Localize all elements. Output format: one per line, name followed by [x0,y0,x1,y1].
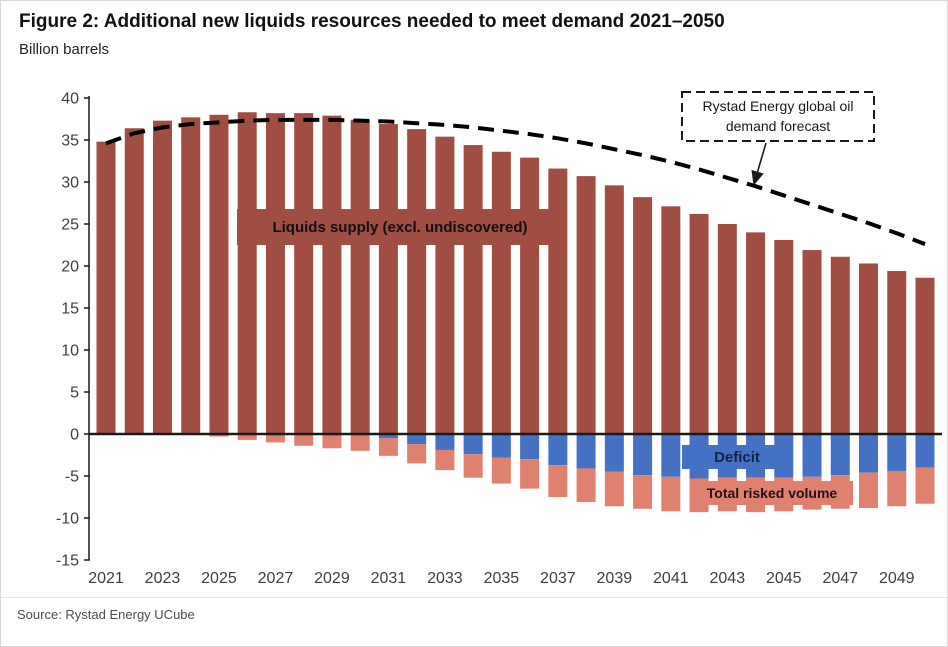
annotation-box [681,91,875,186]
source-text: Source: Rystad Energy UCube [17,607,195,622]
svg-text:0: 0 [70,427,79,444]
svg-text:2035: 2035 [484,570,520,587]
x-axis-labels: 2021 2023 2025 2027 2029 2031 2033 2035 2037 2039… [88,570,914,587]
svg-text:10: 10 [61,343,79,360]
deficit-label: Deficit [682,445,792,469]
svg-text:40: 40 [61,91,79,108]
svg-text:30: 30 [61,175,79,192]
svg-text:2033: 2033 [427,570,463,587]
supply-label: Liquids supply (excl. undiscovered) [237,209,563,245]
svg-text:15: 15 [61,301,79,318]
svg-text:-10: -10 [56,511,79,528]
svg-text:2041: 2041 [653,570,689,587]
svg-text:2027: 2027 [258,570,294,587]
svg-text:2049: 2049 [879,570,915,587]
demand-annotation-line2: demand forecast [725,118,831,135]
deficit-bars [378,434,935,479]
svg-text:2043: 2043 [710,570,746,587]
svg-text:5: 5 [70,385,79,402]
demand-annotation-line1: Rystad Energy global oil [702,98,854,114]
svg-text:2031: 2031 [371,570,407,587]
risked-label: Total risked volume [691,481,853,505]
svg-text:20: 20 [61,259,79,276]
figure-subtitle: Billion barrels [19,41,110,58]
y-axis: 40 35 30 25 20 15 10 5 0 -5 -10 -15 [56,91,90,570]
svg-text:2023: 2023 [145,570,181,587]
demand-forecast-line [105,117,926,247]
demand-annotation-label: Rystad Energy global oil demand forecast [682,96,874,138]
svg-text:2021: 2021 [88,570,124,587]
footer-divider [1,597,947,598]
svg-text:2047: 2047 [822,570,858,587]
svg-text:35: 35 [61,133,79,150]
supply-bars [96,112,935,435]
svg-text:25: 25 [61,217,79,234]
svg-text:-15: -15 [56,553,79,570]
svg-text:2037: 2037 [540,570,576,587]
svg-text:2045: 2045 [766,570,802,587]
svg-text:2029: 2029 [314,570,350,587]
figure-title: Figure 2: Additional new liquids resourc… [19,11,725,32]
svg-text:2039: 2039 [597,570,633,587]
svg-text:-5: -5 [65,469,79,486]
svg-text:2025: 2025 [201,570,237,587]
